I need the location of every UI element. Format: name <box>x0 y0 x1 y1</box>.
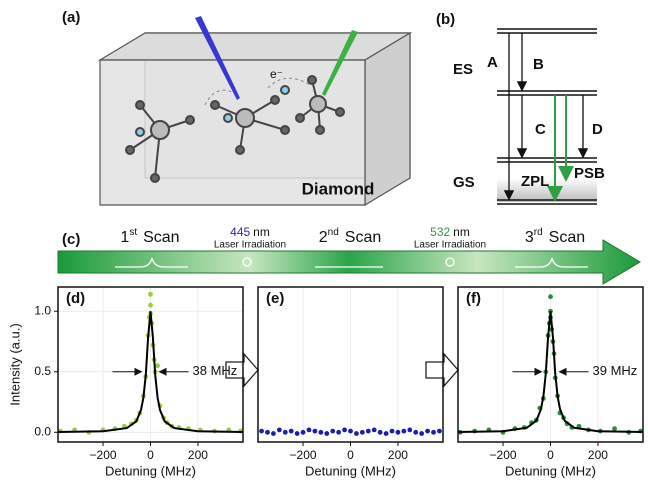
level-label: GS <box>453 174 475 191</box>
x-tick-label: 0 <box>347 448 354 462</box>
data-point <box>148 303 153 308</box>
data-point <box>401 429 406 434</box>
data-point <box>360 430 365 435</box>
data-point <box>318 430 323 435</box>
fwhm-label: 38 MHz <box>193 363 238 378</box>
x-tick-label: −200 <box>90 448 117 462</box>
scan-suffix: st <box>129 227 137 238</box>
y-tick-label: 1.0 <box>34 303 51 317</box>
unit: nm <box>253 225 270 239</box>
figure: (a) e⁻ Diamond (b) ES GS A B C D ZPL PSB… <box>0 0 648 480</box>
psb-label: PSB <box>574 165 605 182</box>
data-point <box>330 429 335 434</box>
scan-suffix: nd <box>328 227 339 238</box>
scan-word: Scan <box>345 229 381 246</box>
x-tick-label: 0 <box>547 448 554 462</box>
panel-label: (e) <box>266 290 284 307</box>
scan-label: 3rd Scan <box>525 227 585 246</box>
data-point <box>354 431 359 436</box>
laser-label: Laser Irradiation <box>414 240 486 251</box>
wavelength: 532 <box>430 225 450 239</box>
y-axis-label: Intensity (a.u.) <box>7 323 22 405</box>
data-point <box>390 429 395 434</box>
level-label: ES <box>453 61 473 78</box>
x-tick-label: 200 <box>588 448 608 462</box>
x-tick-label: −200 <box>290 448 317 462</box>
wavelength: 445 <box>230 225 250 239</box>
data-point <box>271 431 276 436</box>
scan-arrow <box>58 240 640 284</box>
panel-label: (a) <box>62 9 80 26</box>
data-point <box>407 427 412 432</box>
data-point <box>548 294 553 299</box>
unit: nm <box>453 225 470 239</box>
data-point <box>378 430 383 435</box>
scan-label: 2nd Scan <box>319 227 382 246</box>
scan-word: Scan <box>549 229 585 246</box>
x-axis-label: Detuning (MHz) <box>105 463 196 478</box>
zpl-label: ZPL <box>521 173 549 190</box>
data-point <box>307 427 312 432</box>
data-point <box>301 430 306 435</box>
scan-word: Scan <box>143 229 179 246</box>
panel-label: (b) <box>436 11 455 28</box>
data-point <box>348 429 353 434</box>
y-tick-label: 0.5 <box>34 364 51 378</box>
data-point <box>396 430 401 435</box>
scan-label: 1st Scan <box>120 227 179 246</box>
data-point <box>437 429 442 434</box>
transition-label: B <box>533 56 544 73</box>
data-point <box>148 292 153 297</box>
data-point <box>324 431 329 436</box>
x-tick-label: 200 <box>388 448 408 462</box>
x-tick-label: 0 <box>147 448 154 462</box>
scan-number: 1 <box>120 229 129 246</box>
data-point <box>425 429 430 434</box>
data-point <box>265 430 270 435</box>
data-point <box>259 429 264 434</box>
panel-label: (c) <box>62 231 80 248</box>
data-point <box>289 429 294 434</box>
data-point <box>277 427 282 432</box>
laser-label: Laser Irradiation <box>214 240 286 251</box>
data-point <box>431 430 436 435</box>
data-point <box>342 427 347 432</box>
data-point <box>155 363 160 368</box>
data-point <box>366 429 371 434</box>
data-point <box>336 430 341 435</box>
panel-label: (d) <box>66 290 85 307</box>
x-tick-label: 200 <box>188 448 208 462</box>
data-point <box>612 426 617 431</box>
transition-label: A <box>487 54 498 71</box>
fwhm-label: 39 MHz <box>593 363 638 378</box>
x-axis-label: Detuning (MHz) <box>305 463 396 478</box>
material-label: Diamond <box>302 179 375 198</box>
data-point <box>384 431 389 436</box>
panel-label: (f) <box>466 290 481 307</box>
electron-label: e⁻ <box>270 67 283 81</box>
data-point <box>372 427 377 432</box>
data-point <box>419 431 424 436</box>
data-point <box>283 430 288 435</box>
data-point <box>295 431 300 436</box>
transition-label: D <box>592 121 603 138</box>
data-point <box>313 429 318 434</box>
y-tick-label: 0.0 <box>34 424 51 438</box>
x-axis-label: Detuning (MHz) <box>505 463 596 478</box>
scan-number: 3 <box>525 229 534 246</box>
step-arrow <box>426 354 458 386</box>
x-tick-label: −200 <box>490 448 517 462</box>
scan-number: 2 <box>319 229 328 246</box>
data-point <box>413 430 418 435</box>
scan-suffix: rd <box>534 227 543 238</box>
laser-wavelength: 532nm <box>430 225 470 239</box>
transition-label: C <box>535 121 546 138</box>
